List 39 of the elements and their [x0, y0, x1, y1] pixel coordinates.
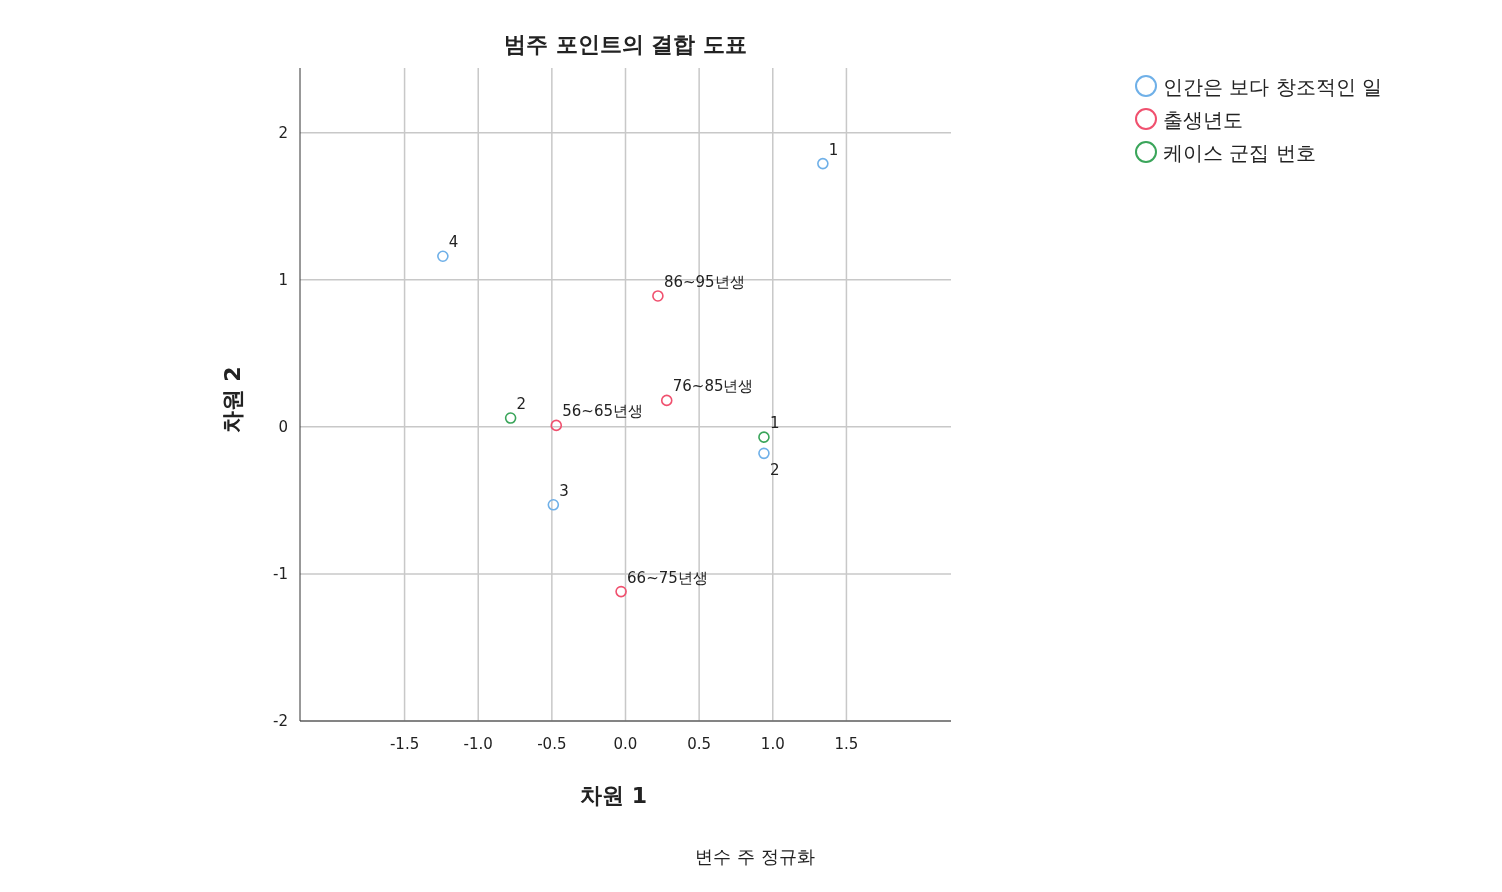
- point: [758, 447, 770, 460]
- x-tick-label: 1.0: [760, 735, 785, 753]
- legend-label: 출생년도: [1163, 108, 1243, 132]
- point: [437, 250, 449, 263]
- legend-label: 케이스 군집 번호: [1163, 141, 1316, 165]
- x-tick-label: -0.5: [537, 735, 567, 753]
- y-tick-label: 1: [278, 270, 288, 289]
- point: [652, 290, 664, 302]
- annotation: 2: [769, 461, 780, 480]
- point: [550, 419, 563, 432]
- legend-label: 인간은 보다 창조적인 일: [1163, 75, 1383, 99]
- annotation: 4: [448, 233, 459, 252]
- annotation: 76~85년생: [672, 377, 754, 396]
- annotation: 2: [516, 395, 527, 414]
- point: [660, 394, 673, 407]
- x-tick-label: -1.5: [389, 735, 420, 753]
- point: [547, 499, 560, 511]
- point: [615, 585, 627, 598]
- annotation: 3: [559, 481, 569, 500]
- annotation: 56~65년생: [562, 402, 644, 421]
- annotation: 1: [828, 140, 839, 159]
- x-tick-label: 0.0: [613, 735, 638, 753]
- annotation: 86~95년생: [663, 272, 745, 291]
- point: [758, 431, 770, 443]
- y-tick-label: 0: [278, 417, 288, 436]
- point: [817, 157, 829, 170]
- chart-title: 범주 포인트의 결합 도표: [504, 32, 747, 57]
- x-axis-title: 차원 1: [580, 783, 647, 808]
- annotation: 66~75년생: [627, 568, 708, 587]
- x-tick-label: 1.5: [834, 735, 859, 753]
- annotation: 1: [769, 414, 780, 433]
- point: [504, 412, 517, 424]
- y-axis-title: 차원 2: [220, 366, 245, 434]
- x-tick-label: -1.0: [463, 735, 493, 753]
- y-tick-label: 2: [278, 123, 288, 142]
- y-tick-label: -2: [273, 712, 288, 730]
- text: 변수 주 정규화: [695, 846, 815, 867]
- y-tick-label: -1: [273, 564, 288, 583]
- x-tick-label: 0.5: [687, 735, 712, 753]
